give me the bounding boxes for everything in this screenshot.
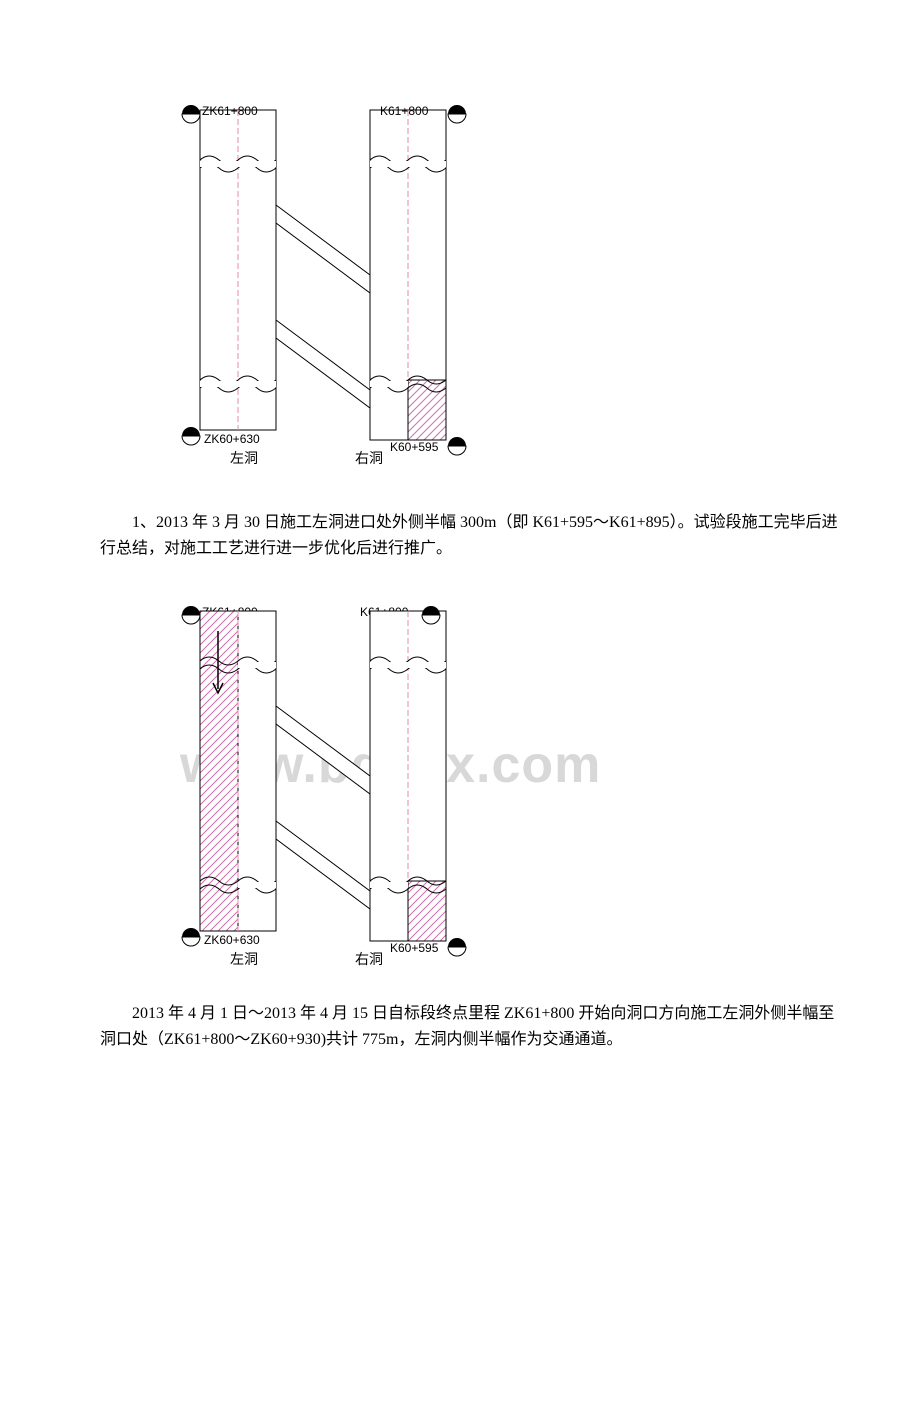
right-tunnel-label: 右洞 <box>355 448 383 468</box>
diagram-svg-1 <box>180 100 560 470</box>
tunnel-diagram-1: ZK61+800 K61+800 ZK60+630 K60+595 左洞 右洞 <box>180 100 560 470</box>
left-tunnel-label: 左洞 <box>230 448 258 468</box>
paragraph-1: 1、2013 年 3 月 30 日施工左洞进口处外侧半幅 300m（即 K61+… <box>0 510 920 561</box>
portal-icon <box>448 938 466 956</box>
portal-icon <box>182 105 200 123</box>
paragraph-2: 2013 年 4 月 1 日～2013 年 4 月 15 日自标段终点里程 ZK… <box>0 1001 920 1052</box>
portal-icon <box>422 606 440 624</box>
station-label: ZK60+630 <box>204 432 260 446</box>
portal-icon <box>182 928 200 946</box>
station-label: K61+800 <box>380 104 428 118</box>
station-label: ZK61+800 <box>202 104 258 118</box>
diagram-svg-2 <box>180 601 560 971</box>
portal-icon <box>448 437 466 455</box>
portal-icon <box>182 606 200 624</box>
portal-icon <box>182 427 200 445</box>
station-label: K60+595 <box>390 440 438 454</box>
tunnel-diagram-2: ZK61+800 K61+800 ZK60+630 K60+595 左洞 右洞 <box>180 601 560 971</box>
portal-icon <box>448 105 466 123</box>
